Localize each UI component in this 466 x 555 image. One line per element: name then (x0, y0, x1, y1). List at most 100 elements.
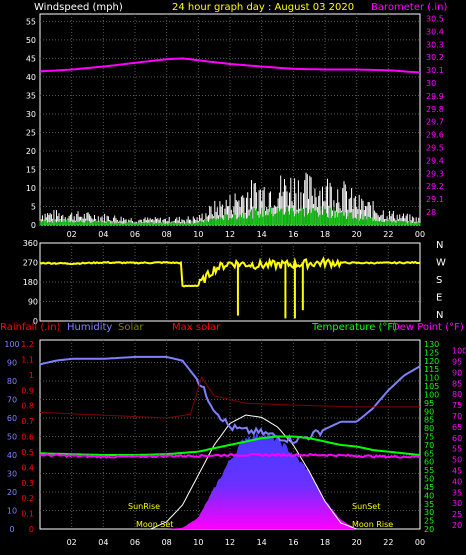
temp-tick-label: 75 (424, 433, 434, 442)
dew-tick-label: 40 (452, 477, 462, 486)
temp-tick-label: 65 (424, 449, 434, 458)
temp-tick-label: 45 (424, 483, 434, 492)
rain-tick-label: 0.5 (21, 448, 34, 457)
x-tick-label: 16 (288, 230, 298, 239)
baro-tick-label: 29.4 (426, 156, 444, 165)
moonset-label: Moon Set (136, 520, 173, 529)
wind-tick-label: 5 (31, 202, 36, 211)
baro-tick-label: 30.5 (426, 15, 444, 24)
direction-tick-label: 360 (23, 239, 38, 248)
temp-tick-label: 30 (424, 508, 434, 517)
wind-tick-label: 25 (26, 128, 36, 137)
legend-humidity: Humidity (67, 322, 112, 333)
humidity-tick-label: 50 (7, 433, 17, 442)
wind-tick-label: 20 (26, 147, 36, 156)
temp-tick-label: 40 (424, 491, 434, 500)
x-tick-label: 04 (98, 230, 108, 239)
dew-tick-label: 35 (452, 488, 462, 497)
temperature-line (39, 435, 421, 456)
x-tick-label: 14 (257, 230, 267, 239)
x-tick-label: 02 (67, 230, 77, 239)
dew-tick-label: 25 (452, 510, 462, 519)
x-tick-label: 16 (288, 538, 298, 547)
direction-tick-label: 270 (23, 259, 38, 268)
baro-tick-label: 29.6 (426, 131, 444, 140)
temp-tick-label: 120 (424, 357, 439, 366)
baro-tick-label: 30.3 (426, 40, 444, 49)
temp-tick-label: 90 (424, 407, 434, 416)
temp-tick-label: 80 (424, 424, 434, 433)
legend-temperature: Temperature (°F) (311, 322, 397, 333)
dew-tick-label: 60 (452, 434, 462, 443)
x-tick-label: 20 (352, 230, 362, 239)
temp-tick-label: 130 (424, 340, 439, 349)
humidity-tick-label: 80 (7, 377, 17, 386)
baro-tick-label: 30.2 (426, 53, 444, 62)
rain-tick-label: 0.4 (21, 463, 34, 472)
wind-tick-label: 0 (31, 221, 36, 230)
rain-tick-label: 0.1 (21, 510, 34, 519)
compass-letter: N (436, 240, 443, 251)
rain-tick-label: 0.3 (21, 479, 34, 488)
multi-sensor-panel: 010203040506070809010000.10.20.30.40.50.… (4, 339, 466, 547)
baro-tick-label: 29.8 (426, 105, 444, 114)
wind-tick-label: 35 (26, 91, 36, 100)
rain-tick-label: 1.1 (21, 355, 34, 364)
wind-tick-label: 30 (26, 110, 36, 119)
baro-tick-label: 29.3 (426, 169, 444, 178)
temp-tick-label: 125 (424, 348, 439, 357)
legend-solar: Solar (118, 322, 144, 333)
direction-tick-label: 90 (28, 298, 38, 307)
dew-tick-label: 95 (452, 358, 462, 367)
dew-tick-label: 85 (452, 379, 462, 388)
wind-gust-spikes (39, 206, 421, 225)
rain-tick-label: 0 (29, 525, 34, 534)
x-tick-label: 08 (162, 538, 172, 547)
baro-tick-label: 28 (426, 208, 436, 217)
x-tick-label: 06 (130, 230, 140, 239)
dew-tick-label: 30 (452, 499, 462, 508)
x-tick-label: 10 (193, 538, 203, 547)
direction-tick-label: 0 (33, 317, 38, 326)
x-tick-label: 02 (67, 538, 77, 547)
temp-tick-label: 55 (424, 466, 434, 475)
x-tick-label: 18 (320, 230, 330, 239)
dew-tick-label: 50 (452, 456, 462, 465)
wind-axis-label: Windspeed (mph) (34, 2, 123, 13)
temp-tick-label: 70 (424, 441, 434, 450)
dew-tick-label: 65 (452, 423, 462, 432)
wind-tick-label: 40 (26, 73, 36, 82)
temp-tick-label: 85 (424, 416, 434, 425)
rain-tick-label: 1 (29, 371, 34, 380)
moonrise-label: Moon Rise (352, 520, 393, 529)
compass-letter: N (436, 310, 443, 321)
chart-title: 24 hour graph day : August 03 2020 (172, 2, 354, 13)
x-tick-label: 20 (352, 538, 362, 547)
dewpoint-line (39, 452, 421, 459)
compass-letter: E (436, 293, 442, 304)
temp-tick-label: 115 (424, 365, 439, 374)
rain-tick-label: 1.2 (21, 340, 34, 349)
dew-tick-label: 90 (452, 368, 462, 377)
sunrise-label: SunRise (128, 502, 160, 511)
x-tick-label: 04 (98, 538, 108, 547)
sunset-label: SunSet (352, 502, 380, 511)
wind-tick-label: 45 (26, 54, 36, 63)
dew-tick-label: 55 (452, 445, 462, 454)
compass-letter: W (436, 258, 446, 269)
max-solar-line (150, 414, 357, 530)
max-temp-trace (39, 376, 420, 419)
baro-tick-label: 29.5 (426, 144, 444, 153)
dew-tick-label: 75 (452, 401, 462, 410)
temp-tick-label: 100 (424, 390, 439, 399)
x-tick-label: 00 (415, 230, 425, 239)
humidity-tick-label: 70 (7, 396, 17, 405)
legend-maxsolar: Max solar (172, 322, 221, 333)
legend-dewpoint: Dew Point (°F) (392, 322, 464, 333)
x-tick-label: 10 (193, 230, 203, 239)
baro-tick-label: 30.1 (426, 66, 444, 75)
direction-tick-label: 180 (23, 278, 38, 287)
temp-tick-label: 105 (424, 382, 439, 391)
baro-tick-label: 29.1 (426, 195, 444, 204)
humidity-tick-label: 100 (4, 340, 19, 349)
